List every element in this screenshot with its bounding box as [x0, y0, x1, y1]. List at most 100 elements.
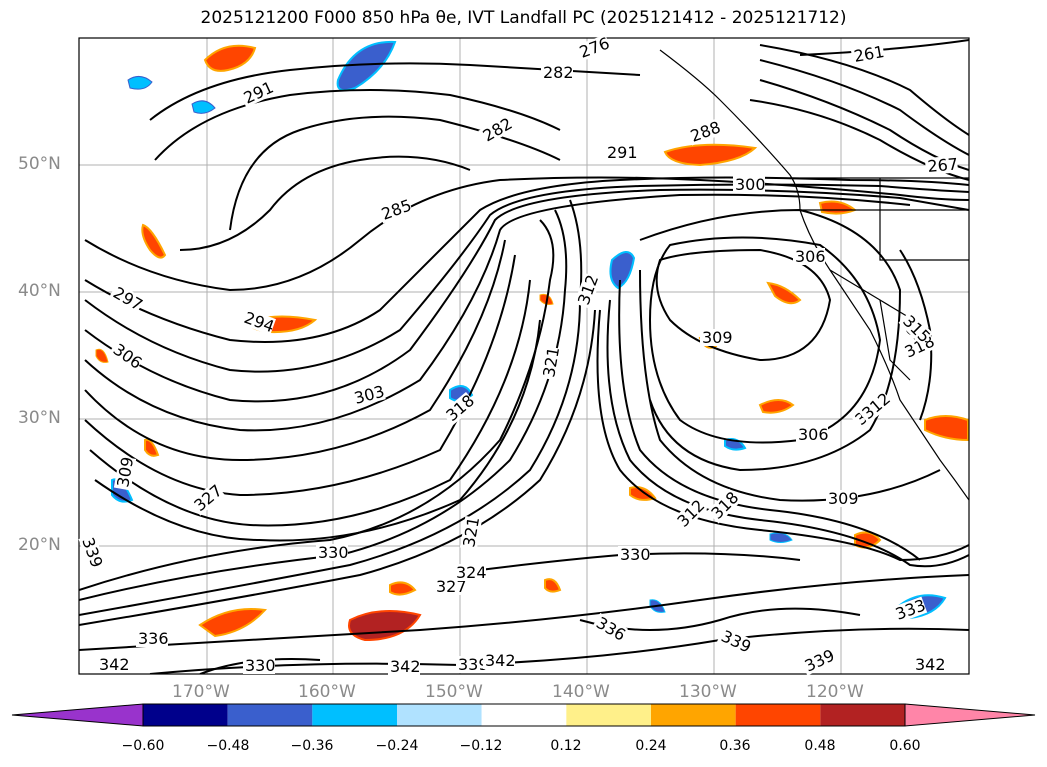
colorbar-tick-label: 0.36 — [719, 738, 751, 754]
contour-label-bg — [575, 34, 612, 62]
lon-label-150w: 150°W — [425, 682, 483, 702]
colorbar-segment — [143, 704, 228, 726]
colorbar-segment — [397, 704, 482, 726]
contour-label: 291 — [607, 143, 638, 162]
contour-label-bg — [716, 626, 754, 656]
contour-label-bg — [189, 481, 225, 516]
contour-label-bg — [239, 78, 276, 108]
colorbar-tick-label: 0.24 — [635, 738, 667, 754]
lat-label-30n: 30°N — [18, 408, 61, 428]
colorbar-segment — [820, 704, 905, 726]
contour-label: 309 — [828, 489, 859, 508]
contour-label-bg — [541, 64, 573, 81]
lon-label-170w: 170°W — [172, 682, 230, 702]
contour-label-bg — [478, 114, 515, 146]
contour-label: 336 — [138, 629, 169, 648]
colorbar-tick-label: 0.12 — [550, 738, 582, 754]
contour-label-bg — [388, 658, 420, 675]
contour-label-bg — [434, 578, 466, 595]
contour-label-bg — [900, 332, 937, 362]
colorbar-segment — [735, 704, 821, 726]
colorbar-over-triangle — [904, 703, 1036, 727]
contour-label-bg — [793, 248, 825, 265]
map-title: 2025121200 F000 850 hPa θe, IVT Landfall… — [200, 8, 847, 28]
contour-label: 282 — [543, 63, 574, 82]
lon-label-120w: 120°W — [806, 682, 864, 702]
contour-label: 306 — [798, 425, 829, 444]
contour-label: 330 — [245, 656, 276, 675]
colorbar-tick-label: 0.48 — [804, 738, 836, 754]
contour-label-bg — [97, 656, 129, 673]
contour-label-bg — [672, 496, 708, 532]
contour-label-bg — [605, 144, 637, 161]
contour-label-bg — [574, 273, 602, 309]
contour-label-bg — [924, 155, 959, 176]
contour-label-bg — [316, 544, 348, 561]
colorbar-tick-label: −0.60 — [121, 738, 165, 754]
lat-label-20n: 20°N — [18, 535, 61, 555]
colorbar-segment — [227, 704, 313, 726]
contour-label: 267 — [927, 154, 959, 176]
colorbar — [11, 703, 1036, 727]
contour-label-bg — [796, 426, 828, 443]
contour-label-bg — [136, 630, 168, 647]
colorbar-tick-label: −0.12 — [459, 738, 503, 754]
contour-label-bg — [850, 43, 886, 66]
contour-label-bg — [539, 346, 563, 381]
contour-label-bg — [686, 118, 723, 146]
contour-label-bg — [483, 652, 515, 669]
contour-label-bg — [706, 488, 742, 524]
contour-label-bg — [108, 339, 145, 372]
contour-label-bg — [113, 456, 137, 491]
theta-e-contours — [79, 39, 969, 674]
contour-label-bg — [350, 382, 386, 408]
contour-label: 309 — [702, 328, 733, 347]
colorbar-segment — [566, 704, 651, 726]
map-frame — [78, 37, 970, 675]
lat-label-50n: 50°N — [18, 154, 61, 174]
colorbar-tick-label: −0.48 — [206, 738, 250, 754]
colorbar-tick-label: 0.60 — [889, 738, 921, 754]
contour-label-bg — [826, 490, 858, 507]
contour-label-bg — [733, 176, 765, 193]
lon-label-140w: 140°W — [552, 682, 610, 702]
colorbar-segment — [651, 704, 736, 726]
contour-label-bg — [857, 389, 893, 424]
contour-label-bg — [913, 656, 945, 673]
lat-label-40n: 40°N — [18, 281, 61, 301]
contour-label-bg — [891, 596, 928, 624]
lon-label-160w: 160°W — [298, 682, 356, 702]
colorbar-tick-label: −0.24 — [375, 738, 419, 754]
contour-label: 300 — [735, 175, 766, 194]
contour-label-bg — [591, 612, 628, 644]
contour-label-bg — [377, 196, 414, 224]
contour-label-bg — [618, 546, 650, 563]
contour-label: 339 — [458, 655, 489, 674]
contour-label: 327 — [436, 577, 467, 596]
contour-label-bg — [108, 282, 145, 314]
contour-label: 306 — [795, 247, 826, 266]
contour-label-bg — [78, 533, 106, 570]
contour-label: 342 — [915, 655, 946, 674]
colorbar-under-triangle — [11, 703, 144, 727]
contour-label-bg — [454, 564, 486, 581]
contour-label-bg — [898, 310, 934, 346]
contour-label: 330 — [318, 543, 349, 562]
contour-label: 324 — [456, 563, 487, 582]
contour-label-bg — [441, 391, 477, 426]
colorbar-segment — [481, 704, 567, 726]
lon-label-130w: 130°W — [679, 682, 737, 702]
colorbar-frame — [142, 703, 906, 727]
colorbar-tick-label: −0.36 — [290, 738, 334, 754]
contour-label: 330 — [620, 545, 651, 564]
colorbar-segment — [312, 704, 397, 726]
contour-label: 342 — [485, 651, 516, 670]
contour-label-bg — [243, 657, 275, 674]
contour-label-bg — [800, 646, 837, 676]
contour-label: 342 — [390, 657, 421, 676]
contour-label-bg — [456, 656, 488, 673]
contour-label: 342 — [99, 655, 130, 674]
contour-label-bg — [700, 329, 732, 346]
map-background — [79, 38, 969, 674]
